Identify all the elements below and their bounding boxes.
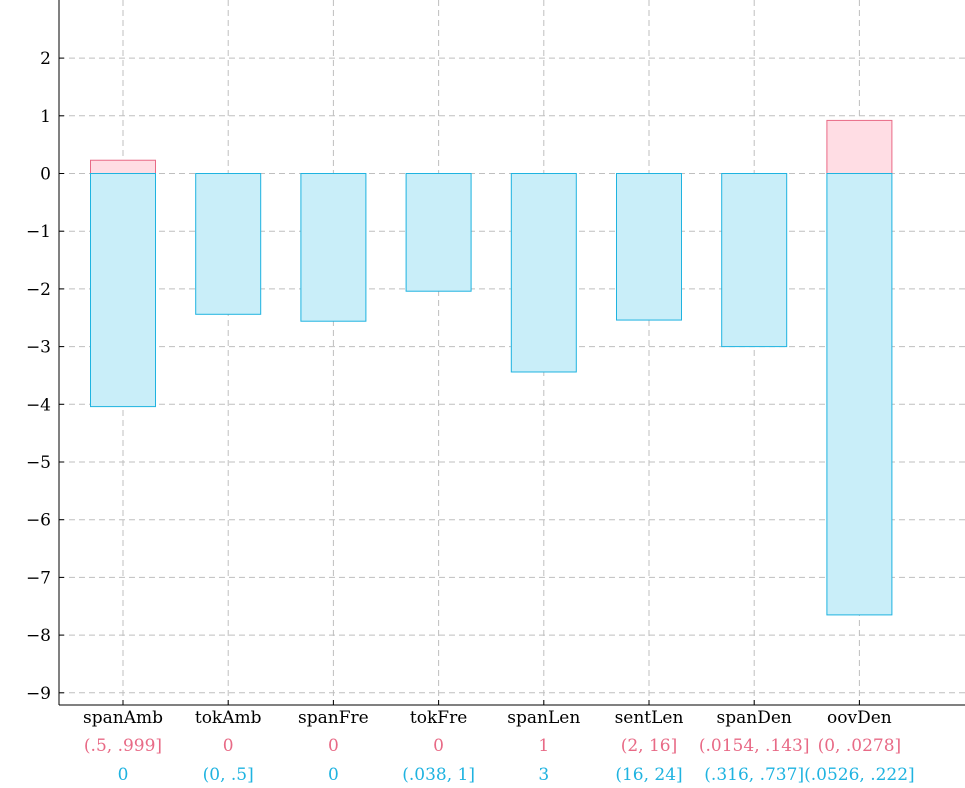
pink-bucket-label: 0 <box>223 736 234 756</box>
cyan-bar-tokAmb <box>195 173 262 315</box>
pink-bucket-label: 0 <box>433 736 444 756</box>
cyan-bucket-label: 3 <box>538 765 549 785</box>
y-tick-label: −1 <box>26 222 51 242</box>
pink-bucket-label: (.5, .999] <box>84 736 162 756</box>
cyan-bucket-label: 0 <box>328 765 339 785</box>
cyan-bar-tokFre <box>405 173 472 292</box>
cyan-bar-spanAmb <box>90 173 156 408</box>
pink-bucket-label: (.0154, .143] <box>699 736 810 756</box>
y-tick-label: −7 <box>26 568 51 588</box>
axis-layer <box>58 0 965 706</box>
pink-bucket-label: 1 <box>538 736 549 756</box>
x-category-label: tokAmb <box>195 708 262 728</box>
x-category-label: oovDen <box>827 708 892 728</box>
y-tick-label: −4 <box>26 395 51 415</box>
cyan-bar-spanDen <box>721 173 788 348</box>
y-tick-label: −9 <box>26 684 51 704</box>
labels-layer: 2 1 0 −1 −2 −3 −4 −5 −6 −7 −8 −9 spanAmb (.5, .999] 0 t… <box>26 49 915 785</box>
y-tick-label: −6 <box>26 511 51 531</box>
pink-bar-spanAmb <box>90 159 156 175</box>
x-category-label: spanAmb <box>83 708 163 728</box>
cyan-bucket-label: (.0526, .222] <box>804 765 915 785</box>
bars-layer <box>90 119 893 616</box>
cyan-bar-oovDen <box>826 173 893 616</box>
y-tick-label: −2 <box>26 280 51 300</box>
cyan-bucket-label: (.038, 1] <box>402 765 475 785</box>
y-tick-label: −8 <box>26 626 51 646</box>
x-category-label: sentLen <box>615 708 684 728</box>
pink-bucket-label: 0 <box>328 736 339 756</box>
cyan-bucket-label: (0, .5] <box>203 765 254 785</box>
y-tick-label: 2 <box>40 49 51 69</box>
cyan-bucket-label: (.316, .737] <box>704 765 804 785</box>
pink-bar-oovDen <box>826 119 893 174</box>
y-tick-label: −3 <box>26 338 51 358</box>
x-category-label: spanDen <box>717 708 792 728</box>
pink-bucket-label: (2, 16] <box>621 736 678 756</box>
cyan-bar-spanLen <box>510 173 577 373</box>
y-tick-label: −5 <box>26 453 51 473</box>
cyan-bar-sentLen <box>616 173 682 321</box>
y-tick-label: 1 <box>40 107 51 127</box>
y-tick-label: 0 <box>40 165 51 185</box>
pink-bucket-label: (0, .0278] <box>818 736 902 756</box>
x-category-label: spanLen <box>507 708 580 728</box>
x-category-label: tokFre <box>410 708 467 728</box>
cyan-bucket-label: (16, 24] <box>615 765 682 785</box>
cyan-bucket-label: 0 <box>118 765 129 785</box>
cyan-bar-spanFre <box>300 173 367 322</box>
x-category-label: spanFre <box>298 708 369 728</box>
